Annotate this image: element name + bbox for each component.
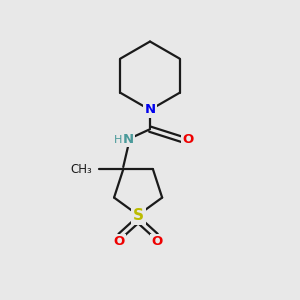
Text: O: O	[182, 133, 194, 146]
Text: H: H	[114, 135, 122, 145]
Text: N: N	[144, 103, 156, 116]
Text: S: S	[133, 208, 144, 223]
Text: N: N	[123, 133, 134, 146]
Text: CH₃: CH₃	[70, 163, 92, 176]
Text: O: O	[113, 235, 124, 248]
Text: O: O	[152, 235, 163, 248]
